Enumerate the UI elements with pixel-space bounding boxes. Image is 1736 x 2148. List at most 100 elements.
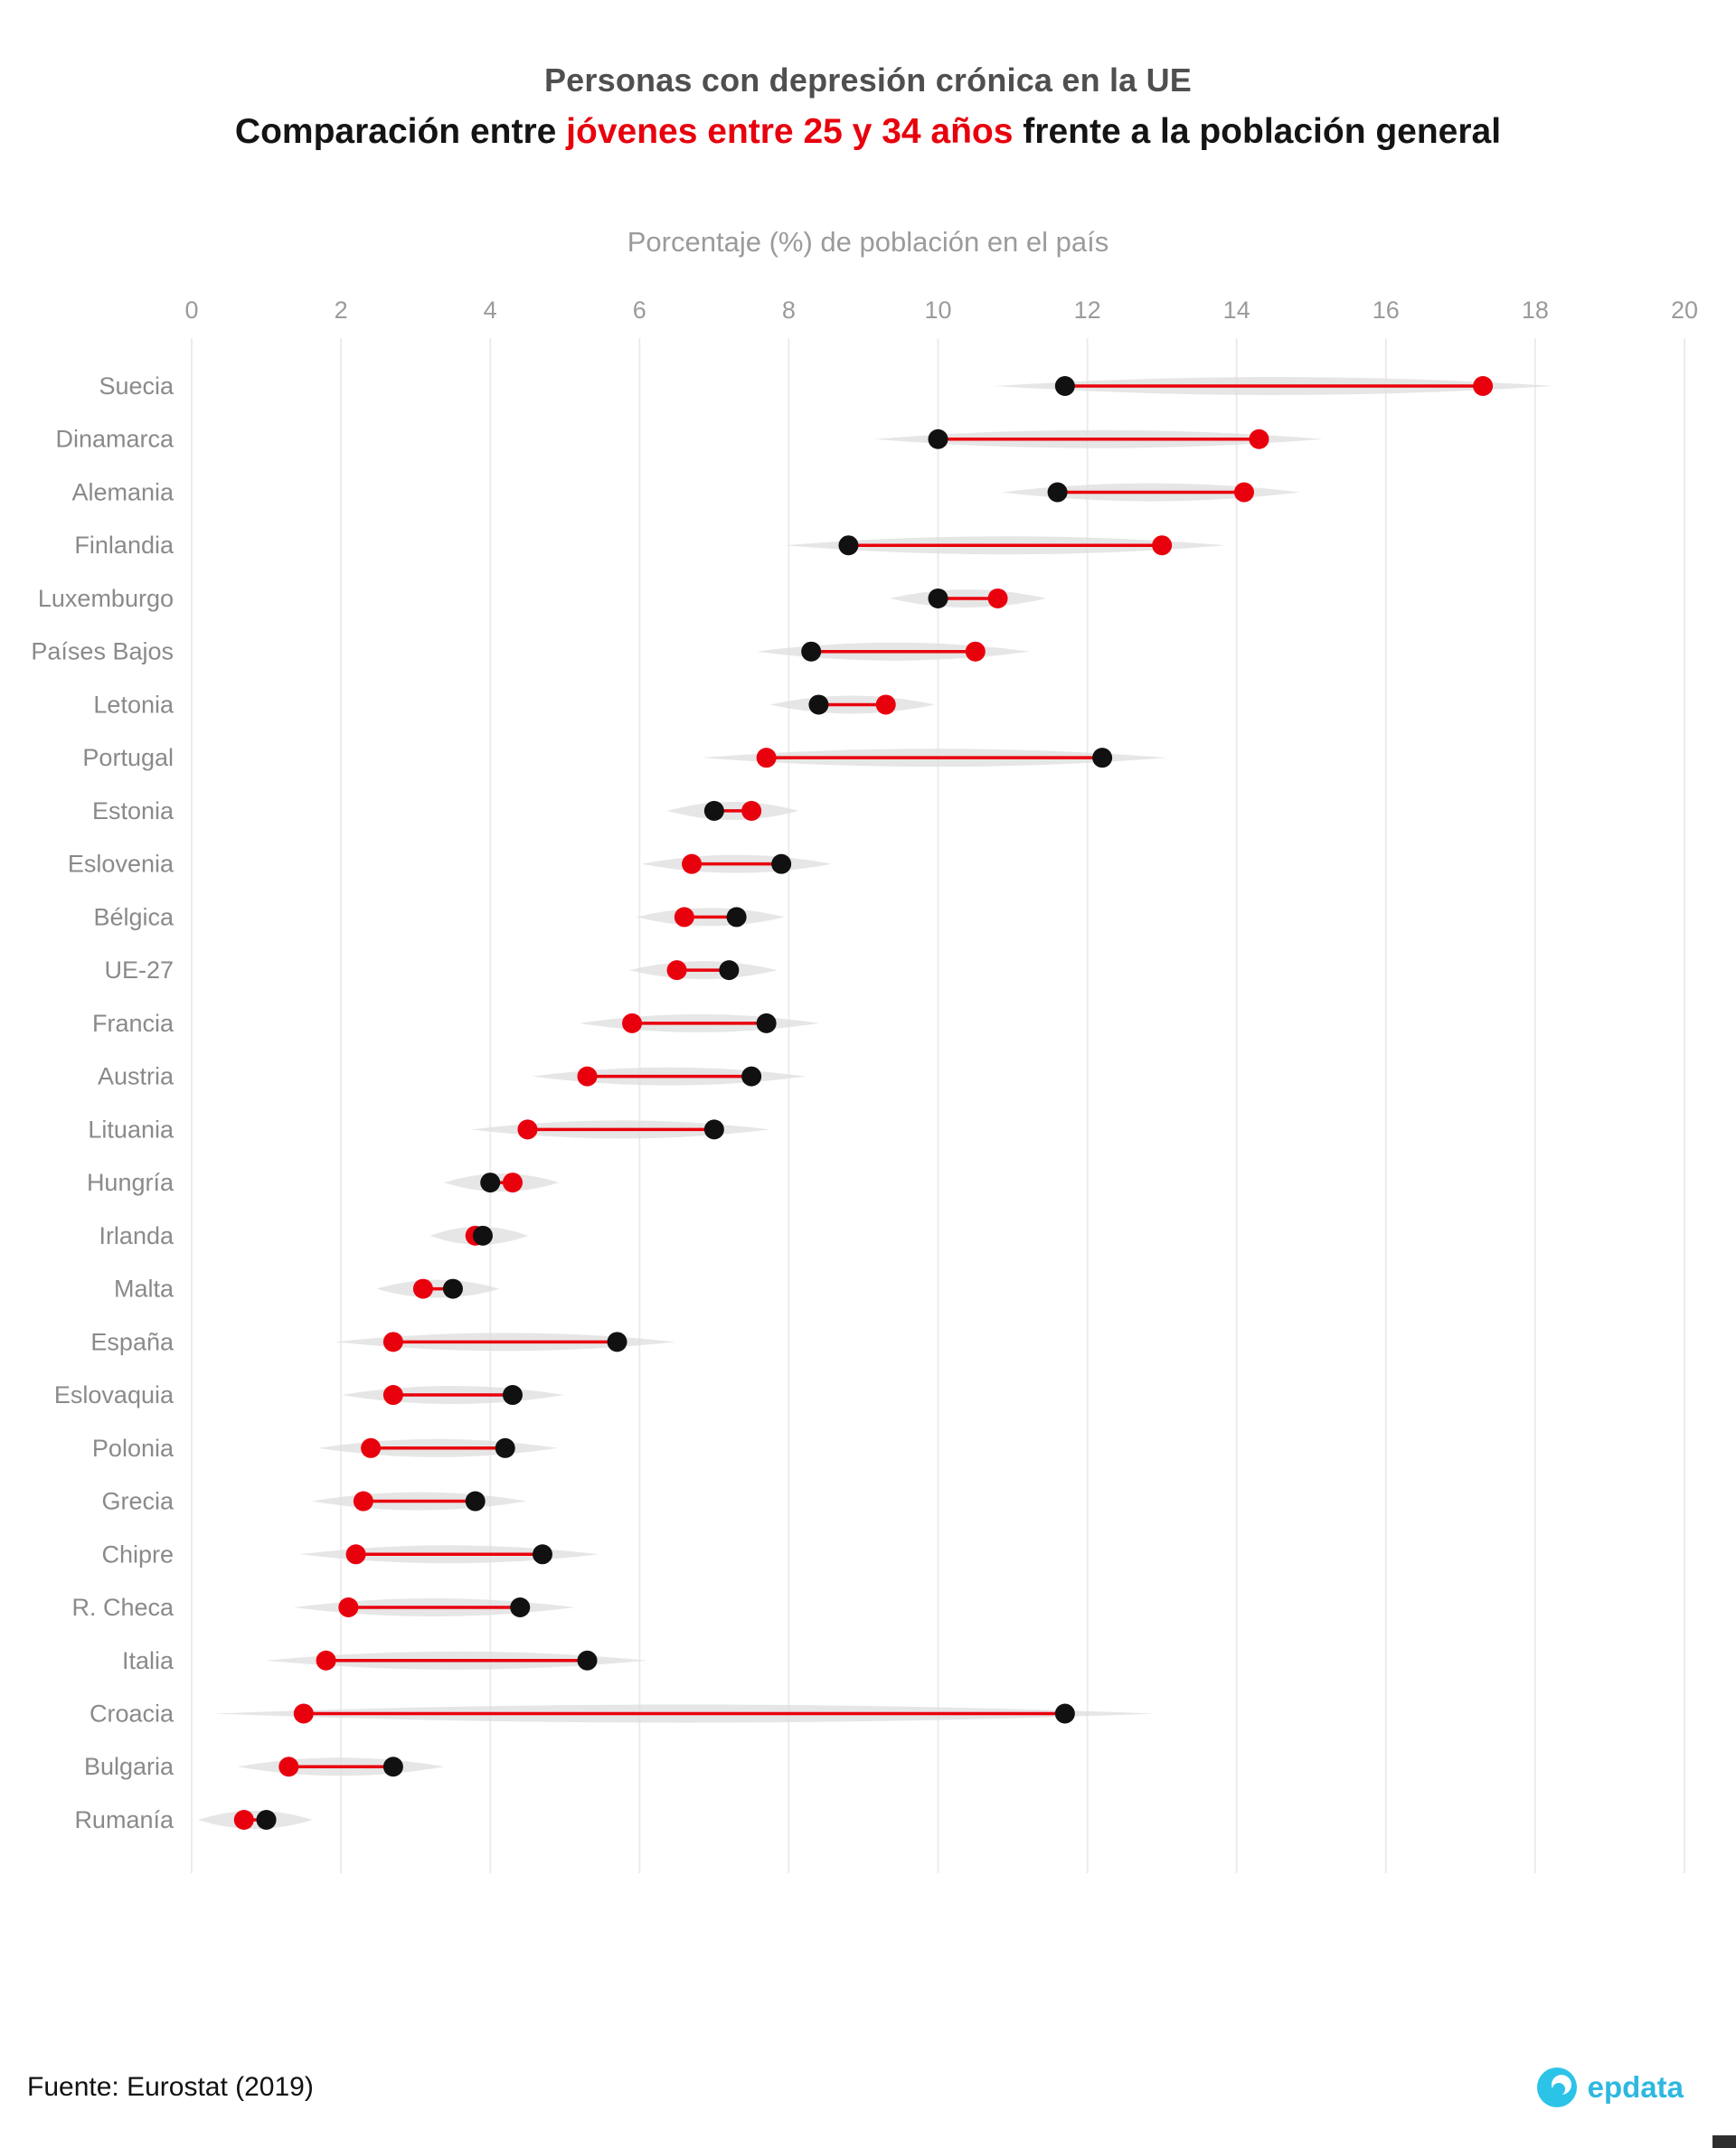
dot-general: [256, 1809, 277, 1830]
dot-young: [345, 1544, 366, 1565]
brand-logo: epdata: [1536, 2067, 1684, 2108]
country-label: Eslovaquia: [54, 1381, 175, 1408]
dot-general: [510, 1597, 531, 1618]
dumbbell-row-estonia: Estonia: [92, 797, 799, 824]
dot-young: [1233, 482, 1254, 503]
dot-general: [703, 1119, 724, 1140]
dot-young: [278, 1757, 299, 1777]
epdata-icon: [1536, 2068, 1577, 2107]
dumbbell-row-r-checa: R. Checa: [71, 1594, 576, 1621]
dot-young: [382, 1332, 403, 1352]
dot-young: [965, 641, 986, 662]
dot-young: [622, 1013, 643, 1033]
dot-general: [1054, 376, 1075, 396]
country-label: Lituania: [88, 1116, 175, 1143]
dot-young: [353, 1491, 373, 1512]
x-tick-label: 16: [1373, 297, 1400, 324]
dumbbell-row-lituania: Lituania: [88, 1116, 770, 1143]
dot-young: [875, 694, 896, 715]
country-label: Países Bajos: [31, 638, 174, 665]
dot-general: [465, 1491, 486, 1512]
dot-general: [726, 907, 747, 928]
dot-young: [338, 1597, 359, 1618]
dumbbell-row-paises-bajos: Países Bajos: [31, 638, 1031, 665]
dot-young: [233, 1809, 254, 1830]
country-label: Grecia: [101, 1488, 175, 1515]
dumbbell-row-rumania: Rumanía: [74, 1806, 313, 1833]
country-label: Bélgica: [93, 903, 175, 930]
dumbbell-row-dinamarca: Dinamarca: [55, 426, 1324, 453]
x-tick-label: 0: [184, 297, 198, 324]
dot-general: [1092, 748, 1113, 768]
x-tick-label: 14: [1223, 297, 1250, 324]
dumbbell-row-hungria: Hungría: [87, 1169, 559, 1196]
country-label: Estonia: [92, 797, 175, 824]
dot-general: [808, 694, 829, 715]
dot-general: [502, 1385, 523, 1406]
dot-general: [577, 1650, 598, 1671]
country-label: Luxemburgo: [38, 585, 174, 612]
dot-young: [1249, 429, 1269, 449]
subtitle-prefix: Comparación entre: [234, 112, 567, 151]
country-label: Bulgaria: [84, 1753, 175, 1780]
dumbbell-row-belgica: Bélgica: [93, 903, 785, 930]
dumbbell-row-alemania: Alemania: [71, 478, 1300, 505]
country-label: Croacia: [90, 1700, 175, 1728]
country-label: Italia: [122, 1647, 175, 1674]
country-label: España: [90, 1328, 175, 1355]
source-note: Fuente: Eurostat (2019): [27, 2072, 314, 2102]
dumbbell-row-luxemburgo: Luxemburgo: [38, 585, 1047, 612]
chart-title: Personas con depresión crónica en la UE: [543, 61, 1193, 99]
country-label: Austria: [98, 1063, 175, 1090]
dot-general: [756, 1013, 777, 1033]
dumbbell-row-ue-27: UE-27: [104, 956, 778, 984]
country-label: Chipre: [101, 1540, 174, 1568]
dumbbell-row-portugal: Portugal: [82, 744, 1167, 771]
dot-young: [361, 1437, 382, 1458]
dumbbell-row-francia: Francia: [92, 1010, 820, 1037]
dot-general: [741, 1066, 762, 1087]
dot-general: [703, 800, 724, 821]
country-label: Letonia: [93, 691, 175, 718]
dumbbell-row-croacia: Croacia: [90, 1700, 1156, 1728]
dot-general: [495, 1437, 515, 1458]
dot-general: [442, 1278, 463, 1299]
dot-general: [928, 429, 948, 449]
dumbbell-row-austria: Austria: [98, 1063, 807, 1090]
dumbbell-row-malta: Malta: [114, 1276, 500, 1303]
dumbbell-row-italia: Italia: [122, 1647, 648, 1674]
country-label: Eslovenia: [68, 851, 175, 878]
dot-general: [480, 1173, 501, 1193]
dumbbell-row-polonia: Polonia: [92, 1435, 559, 1462]
brand-name: epdata: [1587, 2070, 1684, 2104]
dot-young: [741, 800, 762, 821]
country-label: Polonia: [92, 1435, 175, 1462]
country-label: Francia: [92, 1010, 175, 1037]
country-label: R. Checa: [71, 1594, 175, 1621]
dot-general: [719, 960, 740, 981]
dot-young: [666, 960, 687, 981]
dot-young: [293, 1703, 314, 1724]
dumbbell-row-letonia: Letonia: [93, 691, 935, 718]
x-tick-label: 20: [1671, 297, 1698, 324]
dot-general: [838, 535, 859, 556]
dot-general: [801, 641, 822, 662]
x-tick-label: 4: [484, 297, 497, 324]
country-label: Hungría: [87, 1169, 175, 1196]
x-axis-title: Porcentaje (%) de población en el país: [627, 226, 1109, 258]
dot-young: [517, 1119, 538, 1140]
dot-young: [987, 588, 1008, 608]
subtitle-suffix: frente a la población general: [1013, 112, 1502, 151]
country-label: Suecia: [99, 372, 175, 400]
dot-general: [1047, 482, 1068, 503]
chart-subtitle: Comparación entre jóvenes entre 25 y 34 …: [0, 112, 1736, 152]
country-label: UE-27: [104, 956, 174, 984]
dot-young: [316, 1650, 336, 1671]
dumbbell-row-irlanda: Irlanda: [99, 1222, 528, 1249]
dot-young: [1473, 376, 1494, 396]
dot-young: [502, 1173, 523, 1193]
dot-general: [771, 853, 792, 874]
x-tick-label: 18: [1522, 297, 1549, 324]
x-tick-label: 2: [335, 297, 348, 324]
dumbbell-row-finlandia: Finlandia: [74, 532, 1226, 559]
